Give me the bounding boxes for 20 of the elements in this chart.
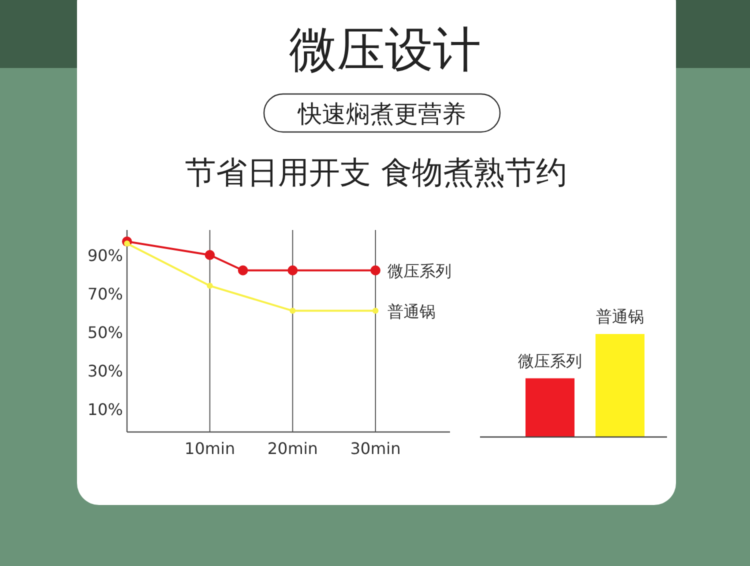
point xyxy=(204,250,215,260)
chart-title: 微压设计 xyxy=(289,22,481,78)
x-tick-label: 20min xyxy=(267,439,318,458)
text: 节省日用开支 食物煮熟节约 xyxy=(185,155,567,191)
point xyxy=(238,265,248,276)
series-label: 微压系列 xyxy=(387,261,452,280)
x-tick-label: 30min xyxy=(350,439,401,458)
chart-subtitle: 快速焖煮更营养 xyxy=(297,100,466,128)
y-tick-label: 10% xyxy=(87,400,123,419)
point xyxy=(290,308,296,314)
point xyxy=(372,308,378,314)
point xyxy=(370,265,380,276)
y-tick-label: 30% xyxy=(87,361,123,380)
y-tick-label: 50% xyxy=(87,322,123,342)
y-tick-label: 70% xyxy=(87,284,123,304)
y-tick-label: 90% xyxy=(87,246,123,266)
x-tick-label: 10min xyxy=(184,439,236,458)
point xyxy=(206,282,213,289)
series-label: 普通锅 xyxy=(387,302,436,321)
point xyxy=(288,265,298,276)
